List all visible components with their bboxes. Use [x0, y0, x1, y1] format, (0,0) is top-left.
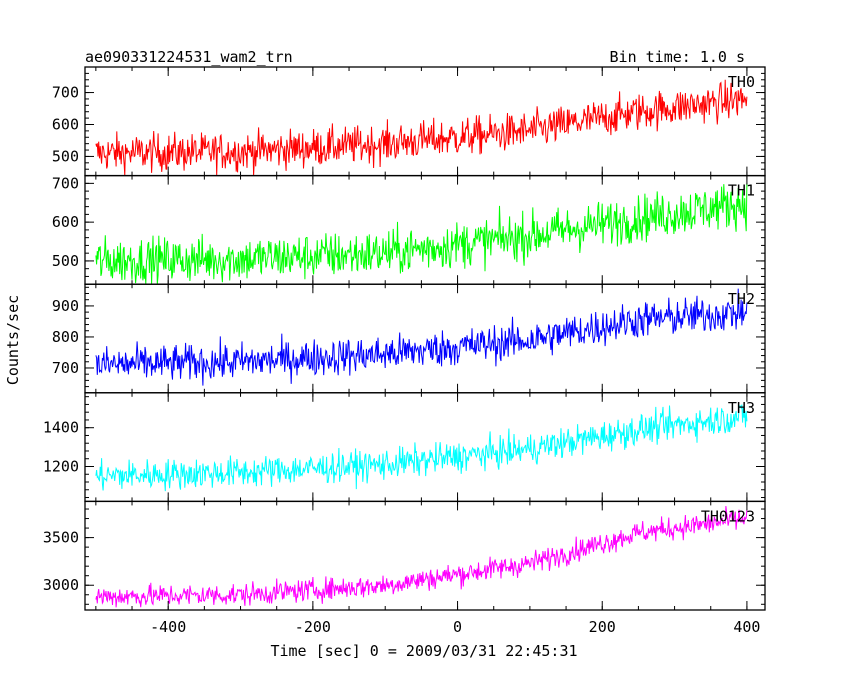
panels-group: TH0 500 600 700 TH1 500 600 700 TH2 700 800 900 TH3 1…	[43, 66, 766, 636]
x-axis-label: Time [sec] 0 = 2009/03/31 22:45:31	[270, 642, 577, 660]
y-tick-label: 800	[52, 328, 79, 346]
panel-frame-th2	[84, 283, 766, 394]
y-axis-label: Counts/sec	[4, 295, 22, 385]
y-tick-label: 900	[52, 297, 79, 315]
y-tick-label: 700	[52, 174, 79, 192]
y-tick-label: 600	[52, 213, 79, 231]
y-tick-label: 1200	[43, 457, 79, 475]
panel-frame-th0123	[84, 500, 766, 611]
y-tick-label: 600	[52, 115, 79, 133]
y-tick-label: 500	[52, 252, 79, 270]
panel-label-th0: TH0	[728, 73, 755, 91]
series-line-th2	[95, 288, 748, 386]
series-line-th3	[95, 404, 748, 492]
x-tick-label: 0	[453, 618, 462, 636]
series-line-th1	[95, 183, 748, 285]
x-tick-label: -400	[150, 618, 186, 636]
y-tick-label: 500	[52, 147, 79, 165]
panel-label-th1: TH1	[728, 182, 755, 200]
panel-label-th3: TH3	[728, 399, 755, 417]
y-tick-label: 700	[52, 359, 79, 377]
y-tick-label: 3500	[43, 529, 79, 547]
x-tick-label: -200	[295, 618, 331, 636]
series-line-th0	[95, 79, 748, 176]
bin-time-label: Bin time: 1.0 s	[610, 48, 745, 66]
panel-label-th2: TH2	[728, 290, 755, 308]
y-tick-label: 1400	[43, 419, 79, 437]
y-tick-label: 3000	[43, 576, 79, 594]
x-tick-label: 400	[733, 618, 760, 636]
y-tick-label: 700	[52, 84, 79, 102]
chart-title: ae090331224531_wam2_trn	[85, 48, 293, 66]
x-tick-label: 200	[589, 618, 616, 636]
series-line-th0123	[95, 505, 748, 608]
panel-label-th0123: TH0123	[701, 507, 755, 525]
